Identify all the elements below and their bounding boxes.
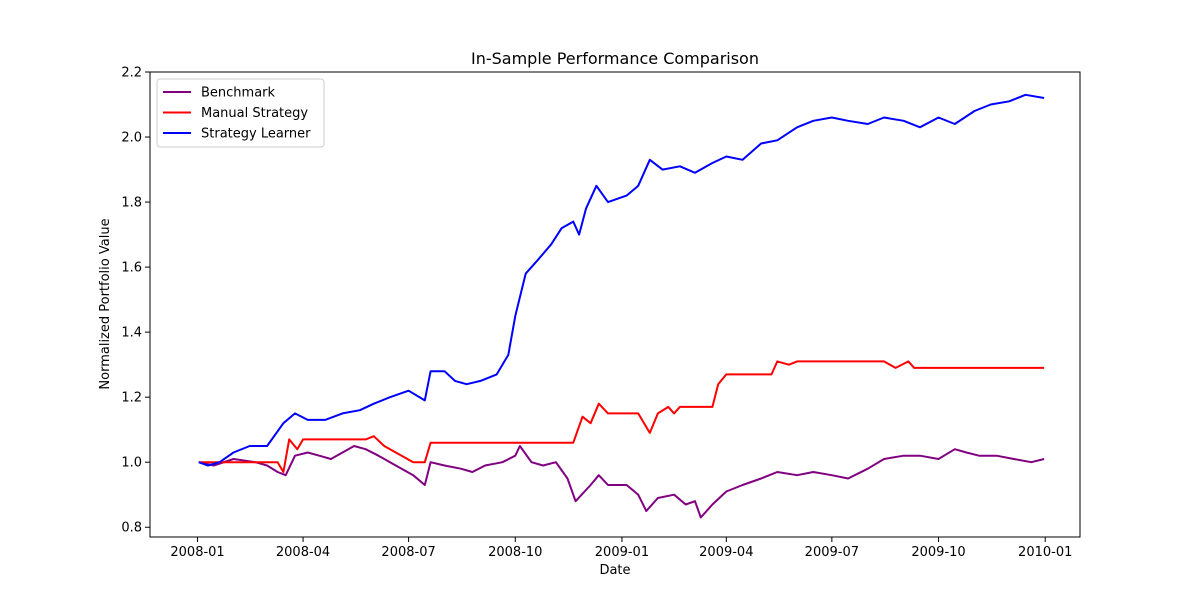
x-tick-label: 2008-01	[170, 545, 224, 560]
chart-title: In-Sample Performance Comparison	[471, 49, 759, 68]
series-line-benchmark	[198, 445, 1045, 519]
legend-label: Strategy Learner	[201, 127, 311, 142]
y-tick-label: 1.4	[121, 326, 142, 341]
x-axis-label: Date	[599, 563, 630, 578]
y-tick-label: 1.2	[121, 391, 142, 406]
x-tick-label: 2010-01	[1018, 545, 1072, 560]
y-tick-label: 1.6	[121, 261, 142, 276]
x-tick-label: 2009-04	[699, 545, 753, 560]
series-line-manual-strategy	[198, 360, 1045, 473]
x-tick-label: 2009-01	[595, 545, 649, 560]
legend-box	[156, 78, 325, 148]
legend-label: Benchmark	[201, 86, 276, 101]
legend: Benchmark Manual Strategy Strategy Learner	[156, 78, 325, 148]
y-tick-label: 1.8	[121, 196, 142, 211]
legend-label: Manual Strategy	[201, 106, 308, 121]
x-tick-label: 2008-10	[488, 545, 542, 560]
series-layer	[198, 93, 1045, 519]
x-tick-label: 2008-04	[276, 545, 330, 560]
y-tick-label: 1.0	[121, 456, 142, 471]
series-line-strategy-learner	[198, 93, 1045, 467]
x-axis-ticks: 2008-01 2008-04 2008-07 2008-10 2009-01 2009-…	[170, 537, 1072, 560]
y-axis-ticks: 0.8 1.0 1.2 1.4 1.6 1.8 2.0 2.2	[121, 66, 150, 536]
y-tick-label: 2.2	[121, 66, 142, 81]
y-tick-label: 0.8	[121, 521, 142, 536]
plot-frame	[149, 71, 1081, 538]
x-tick-label: 2009-07	[805, 545, 859, 560]
y-axis-label: Normalized Portfolio Value	[98, 218, 113, 389]
x-tick-label: 2009-10	[911, 545, 965, 560]
x-tick-label: 2008-07	[381, 545, 435, 560]
y-tick-label: 2.0	[121, 131, 142, 146]
